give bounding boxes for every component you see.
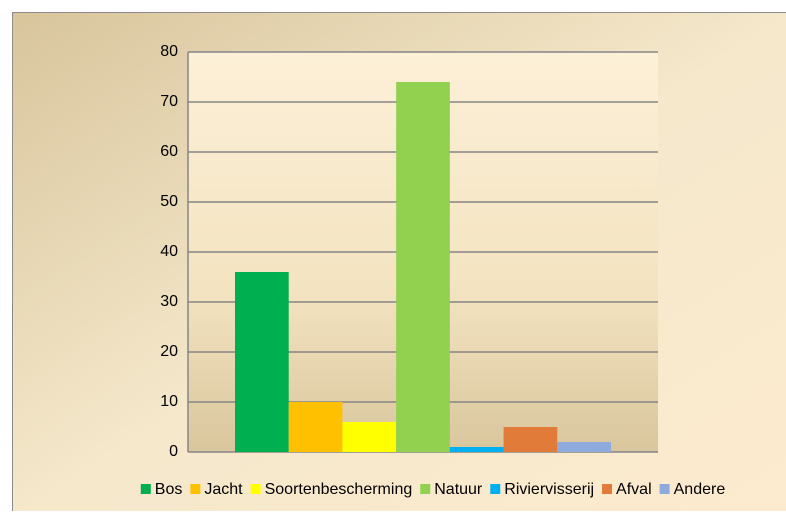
y-tick-label: 80 (160, 43, 178, 60)
y-tick-label: 30 (160, 293, 178, 310)
legend-swatch (251, 484, 261, 494)
legend-swatch (420, 484, 430, 494)
y-tick-label: 20 (160, 343, 178, 360)
y-tick-label: 70 (160, 93, 178, 110)
legend-swatch (141, 484, 151, 494)
legend-label: Bos (155, 481, 183, 498)
bar (235, 272, 289, 452)
bar (504, 427, 558, 452)
bar (289, 402, 343, 452)
y-tick-label: 50 (160, 193, 178, 210)
legend-swatch (660, 484, 670, 494)
bar (557, 442, 611, 452)
y-tick-label: 40 (160, 243, 178, 260)
legend-swatch (602, 484, 612, 494)
y-tick-label: 0 (169, 443, 178, 460)
legend-label: Soortenbescherming (265, 481, 413, 498)
y-tick-label: 60 (160, 143, 178, 160)
legend-swatch (490, 484, 500, 494)
legend-label: Jacht (204, 481, 243, 498)
legend-label: Andere (674, 481, 726, 498)
y-tick-label: 10 (160, 393, 178, 410)
legend-label: Afval (616, 481, 652, 498)
bar (342, 422, 396, 452)
legend-label: Natuur (434, 481, 483, 498)
legend-swatch (190, 484, 200, 494)
bar (450, 447, 504, 452)
bar (396, 82, 450, 452)
legend-label: Riviervisserij (504, 481, 594, 498)
